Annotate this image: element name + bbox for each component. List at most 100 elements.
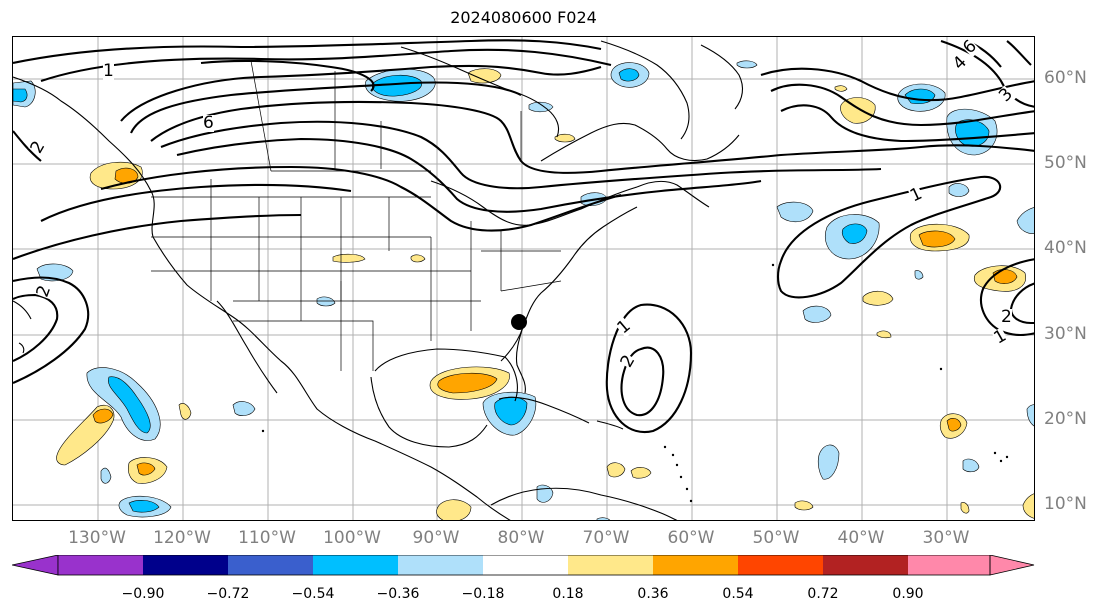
fill-yellow <box>876 330 892 339</box>
fill-yellow <box>960 502 970 514</box>
fill-blue <box>841 223 868 244</box>
lat-label: 30°N <box>1044 324 1087 344</box>
islands <box>261 263 1009 503</box>
lon-label: 120°W <box>153 528 211 548</box>
fill-lightblue <box>1016 207 1034 234</box>
fill-orange <box>92 408 114 424</box>
contour-line <box>770 83 1034 127</box>
colorbar-tick: 0.90 <box>892 586 924 602</box>
colorbar-tick: −0.36 <box>376 586 420 602</box>
lon-label: 50°W <box>752 528 800 548</box>
colorbar-tick: 0.54 <box>722 586 754 602</box>
lon-label: 70°W <box>582 528 630 548</box>
colorbar-segment <box>568 555 653 575</box>
contour-line <box>100 165 622 232</box>
contour-line <box>1006 40 1032 66</box>
contours <box>13 39 1034 434</box>
fill-blue <box>618 68 640 82</box>
lon-label: 80°W <box>497 528 545 548</box>
fill-orange <box>918 230 956 248</box>
fill-orange <box>437 372 498 394</box>
fill-blue <box>371 74 422 97</box>
fill-lightblue <box>36 263 74 282</box>
lon-label: 60°W <box>667 528 715 548</box>
fill-yellow <box>834 85 848 92</box>
colorbar-segment <box>483 555 568 575</box>
fill-lightblue <box>100 467 112 484</box>
fill-yellow <box>630 467 652 479</box>
storm-center-marker <box>511 314 527 330</box>
lon-label: 130°W <box>68 528 126 548</box>
lat-label: 60°N <box>1044 68 1087 88</box>
fill-yellow <box>862 290 894 306</box>
fill-lightblue <box>776 201 814 223</box>
colorbar-tick: −0.90 <box>121 586 165 602</box>
contour-line <box>13 276 90 384</box>
colorbar-over-triangle <box>989 555 1035 576</box>
map-panel: 1 6 2 2 1 2 1 2 1 4 3 6 <box>12 36 1035 521</box>
lat-label: 50°N <box>1044 153 1087 173</box>
lon-label: 100°W <box>323 528 381 548</box>
state-borders <box>151 60 562 371</box>
fill-yellow <box>554 133 576 143</box>
contour-line <box>40 183 352 222</box>
contour-line <box>13 39 602 65</box>
contour-line <box>760 67 1034 102</box>
colorbar-segment <box>823 555 908 575</box>
fill-yellow <box>178 403 192 420</box>
fill-lightblue <box>802 305 832 323</box>
lon-label: 110°W <box>238 528 296 548</box>
fill-yellow <box>467 68 502 84</box>
contour-line <box>940 40 1034 108</box>
gridlines <box>13 37 1034 520</box>
fill-orange <box>946 418 962 432</box>
map-canvas <box>13 37 1034 520</box>
lat-label: 40°N <box>1044 238 1087 258</box>
fill-yellow <box>410 254 426 263</box>
fill-lightblue <box>232 401 256 416</box>
fill-orange <box>114 167 139 184</box>
fill-yellow <box>840 97 876 124</box>
fill-yellow <box>794 500 814 511</box>
colorbar-tick: 0.36 <box>637 586 669 602</box>
contour-line <box>13 293 59 362</box>
colorbar-segment <box>738 555 823 575</box>
contour-line <box>13 130 42 162</box>
colorbar-tick: 0.72 <box>807 586 839 602</box>
lat-label: 10°N <box>1044 494 1087 514</box>
fill-lightblue <box>948 183 970 197</box>
fill-yellow <box>606 462 626 478</box>
fill-yellow <box>1022 493 1034 519</box>
contour-label: 2 <box>1001 307 1012 327</box>
contour-label: 1 <box>103 61 114 81</box>
fill-lightblue <box>736 60 758 69</box>
fill-blue <box>128 500 160 513</box>
contour-line <box>150 100 1034 174</box>
colorbar <box>12 555 1035 576</box>
coastlines <box>13 40 744 520</box>
fill-lightblue <box>536 484 554 503</box>
colorbar-segment <box>653 555 738 575</box>
contour-line <box>40 48 612 82</box>
fill-lightblue <box>914 270 924 280</box>
fill-lightblue <box>962 458 980 473</box>
contour-line <box>13 213 302 260</box>
contour-line <box>979 258 1034 337</box>
fill-orange <box>992 269 1018 284</box>
contour-line <box>120 64 602 122</box>
colorbar-segment <box>58 555 143 575</box>
fill-lightblue <box>316 296 336 307</box>
contour-line <box>605 303 693 434</box>
map-title: 2024080600 F024 <box>450 8 597 27</box>
lon-label: 40°W <box>837 528 885 548</box>
lon-label: 90°W <box>412 528 460 548</box>
fill-lightblue <box>596 517 611 520</box>
contour-line <box>160 120 882 190</box>
fill-yellow <box>436 499 472 520</box>
colorbar-tick: −0.18 <box>461 586 505 602</box>
lon-label: 30°W <box>922 528 970 548</box>
fill-blue <box>13 88 28 103</box>
colorbar-tick: 0.18 <box>552 586 584 602</box>
contour-line <box>130 81 522 134</box>
fill-blue <box>108 376 151 434</box>
